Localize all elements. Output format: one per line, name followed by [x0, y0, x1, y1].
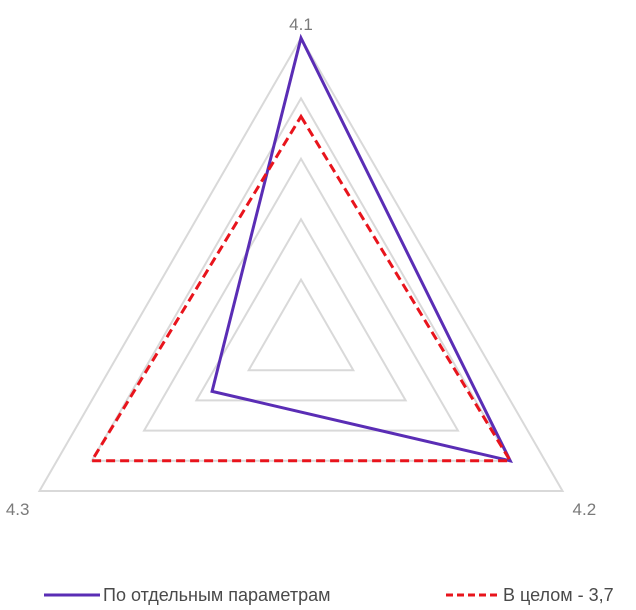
- radar-grid: [37, 36, 565, 492]
- grid-ring-2: [194, 217, 408, 402]
- chart-legend: По отдельным параметрам В целом - 3,7: [44, 585, 614, 605]
- axis-label: 4.3: [6, 500, 30, 519]
- grid-ring-5: [37, 36, 565, 492]
- axis-label: 4.1: [289, 15, 313, 34]
- series-line-1: [210, 33, 513, 463]
- grid-ring-3: [142, 156, 460, 432]
- series-line-2: [89, 113, 513, 463]
- legend-label-1: По отдельным параметрам: [103, 585, 330, 605]
- radar-axis-labels: 4.1 4.2 4.3: [6, 15, 596, 519]
- axis-label: 4.2: [573, 500, 597, 519]
- radar-series: [89, 33, 513, 463]
- grid-ring-1: [246, 277, 356, 372]
- legend-label-2: В целом - 3,7: [503, 585, 614, 605]
- grid-ring-4: [90, 96, 512, 462]
